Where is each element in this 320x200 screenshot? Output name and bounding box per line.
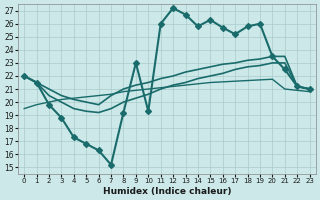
X-axis label: Humidex (Indice chaleur): Humidex (Indice chaleur) [103,187,231,196]
